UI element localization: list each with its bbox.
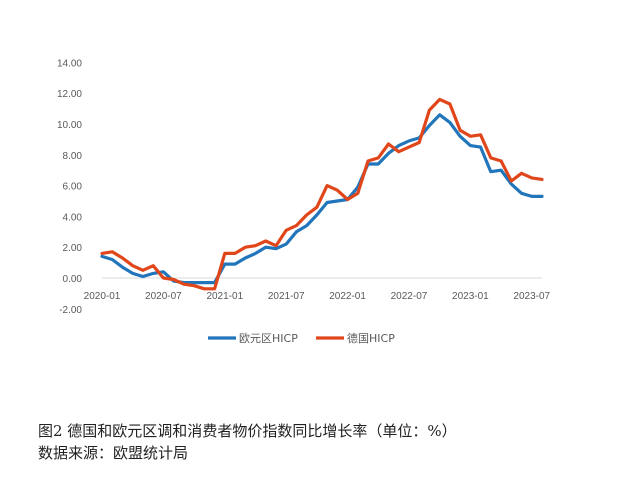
hicp-line-chart: -2.00 0.00 2.00 4.00 6.00 8.00 10.00 12.00 14.00… — [57, 58, 551, 345]
x-axis: 2020-01 2020-07 2021-01 2021-07 2022-01 2022-… — [84, 277, 551, 302]
y-tick-label: 14.00 — [57, 58, 82, 69]
y-tick-label: 10.00 — [57, 120, 82, 131]
y-tick-label: -2.00 — [59, 305, 82, 316]
x-tick-label: 2023-01 — [452, 291, 489, 302]
y-tick-label: 4.00 — [63, 212, 83, 223]
y-tick-label: 0.00 — [63, 274, 83, 285]
x-tick-label: 2022-07 — [391, 291, 428, 302]
y-tick-label: 2.00 — [63, 243, 83, 254]
figure-caption: 图2 德国和欧元区调和消费者物价指数同比增长率（单位：%） — [38, 422, 457, 440]
data-source-note: 数据来源：欧盟统计局 — [38, 444, 189, 462]
series-line-1 — [100, 97, 544, 291]
y-axis: -2.00 0.00 2.00 4.00 6.00 8.00 10.00 12.00 14.00 — [57, 58, 82, 315]
y-tick-label: 12.00 — [57, 89, 82, 100]
x-tick-label: 2020-07 — [145, 291, 182, 302]
legend: 欧元区HICP 德国HICP — [208, 331, 395, 345]
y-tick-label: 8.00 — [63, 151, 83, 162]
x-tick-label: 2022-01 — [329, 291, 366, 302]
legend-label: 欧元区HICP — [239, 332, 298, 345]
x-tick-label: 2020-01 — [84, 291, 121, 302]
x-tick-label: 2021-07 — [268, 291, 305, 302]
x-tick-label: 2023-07 — [513, 291, 550, 302]
y-tick-label: 6.00 — [63, 182, 83, 193]
legend-label: 德国HICP — [347, 331, 395, 345]
series-lines — [100, 97, 544, 291]
x-tick-label: 2021-01 — [206, 291, 243, 302]
